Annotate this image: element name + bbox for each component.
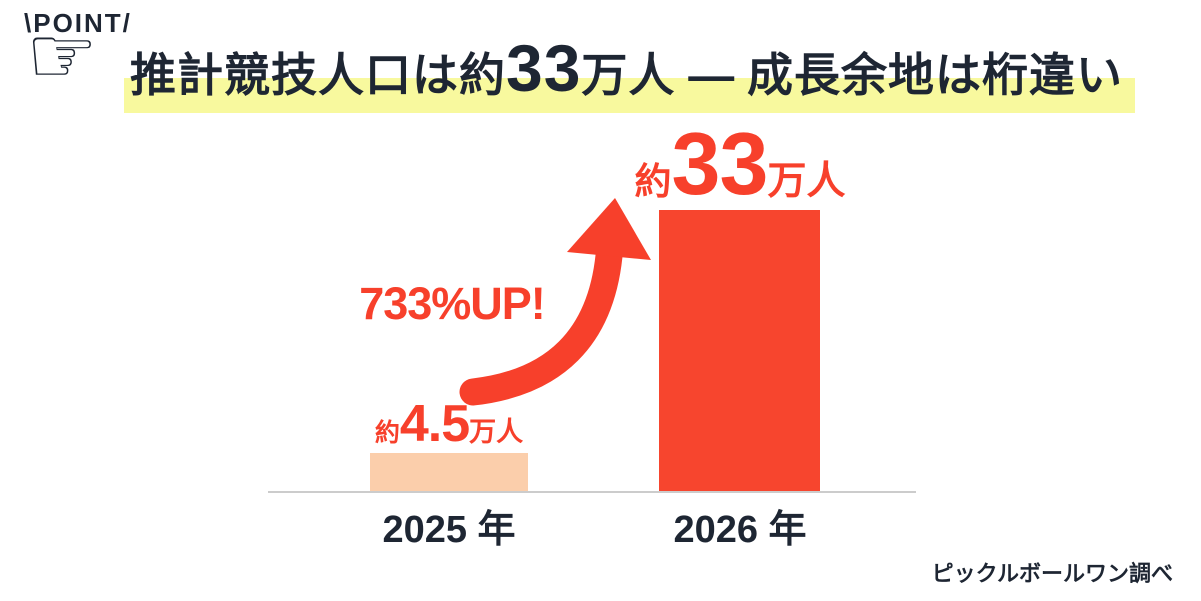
- title-dash: —: [675, 49, 747, 101]
- bar-label-2025: 約4.5万人: [330, 398, 568, 450]
- title-suffix: 万人: [581, 49, 676, 101]
- bar-label-2026-prefix: 約: [634, 161, 672, 202]
- title-rest: 成長余地は桁違い: [746, 49, 1123, 101]
- bar-2025: [370, 453, 528, 491]
- bar-label-2026-unit: 万人: [767, 160, 846, 203]
- page-title: 推計競技人口は約33万人 — 成長余地は桁違い: [124, 31, 1135, 114]
- bar-label-2026-value: 33: [671, 114, 769, 213]
- bar-label-2025-prefix: 約: [374, 419, 400, 447]
- bar-2026: [659, 210, 820, 491]
- x-label-2025: 2025 年: [382, 509, 516, 551]
- bar-label-2025-value: 4.5: [399, 395, 470, 453]
- bar-label-2025-unit: 万人: [469, 417, 524, 447]
- x-axis-line: [268, 491, 916, 493]
- source-note: ピックルボールワン調べ: [931, 561, 1173, 586]
- x-label-2026: 2026 年: [673, 509, 807, 551]
- point-badge: \POINT/: [24, 8, 132, 38]
- pointing-hand-icon: ☞: [26, 11, 98, 100]
- growth-arrow-icon: [459, 198, 651, 406]
- title-number: 33: [506, 31, 582, 105]
- growth-annotation: 733%UP!: [359, 278, 546, 329]
- bar-label-2026: 約33万人: [600, 120, 880, 208]
- title-prefix: 推計競技人口は約: [130, 49, 506, 101]
